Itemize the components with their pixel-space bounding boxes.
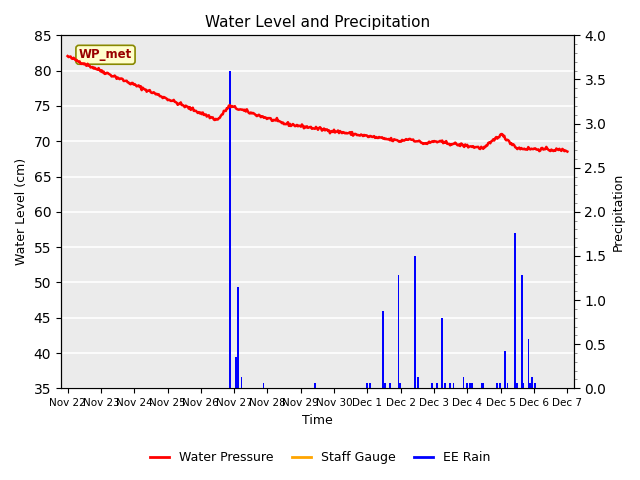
Bar [466, 383, 468, 388]
Bar [522, 383, 524, 388]
Bar [237, 287, 239, 388]
Bar [314, 383, 316, 388]
Bar [382, 311, 383, 388]
Bar [529, 383, 531, 388]
Title: Water Level and Precipitation: Water Level and Precipitation [205, 15, 430, 30]
Bar [496, 383, 497, 388]
Bar [449, 383, 451, 388]
Bar [436, 383, 438, 388]
Bar [534, 383, 536, 388]
Bar [531, 377, 532, 388]
Y-axis label: Precipitation: Precipitation [612, 173, 625, 251]
Bar [506, 383, 508, 388]
Bar [444, 383, 446, 388]
Bar [527, 339, 529, 388]
Bar [414, 256, 416, 388]
Bar [471, 383, 472, 388]
Bar [235, 358, 237, 388]
Bar [504, 351, 506, 388]
Bar [241, 377, 243, 388]
Bar [483, 383, 484, 388]
Bar [384, 383, 386, 388]
Bar [366, 383, 367, 388]
Bar [399, 383, 401, 388]
Bar [417, 377, 419, 388]
Bar [262, 383, 264, 388]
Bar [397, 276, 399, 388]
Bar [389, 383, 391, 388]
Bar [514, 233, 516, 388]
Bar [499, 383, 501, 388]
Bar [481, 383, 483, 388]
Bar [431, 383, 433, 388]
Bar [441, 318, 443, 388]
Bar [463, 377, 464, 388]
Bar [516, 383, 518, 388]
Bar [469, 383, 471, 388]
Bar [229, 71, 231, 388]
Bar [521, 276, 522, 388]
Y-axis label: Water Level (cm): Water Level (cm) [15, 158, 28, 265]
Legend: Water Pressure, Staff Gauge, EE Rain: Water Pressure, Staff Gauge, EE Rain [145, 446, 495, 469]
X-axis label: Time: Time [302, 414, 333, 427]
Bar [452, 383, 454, 388]
Text: WP_met: WP_met [79, 48, 132, 61]
Bar [369, 383, 371, 388]
